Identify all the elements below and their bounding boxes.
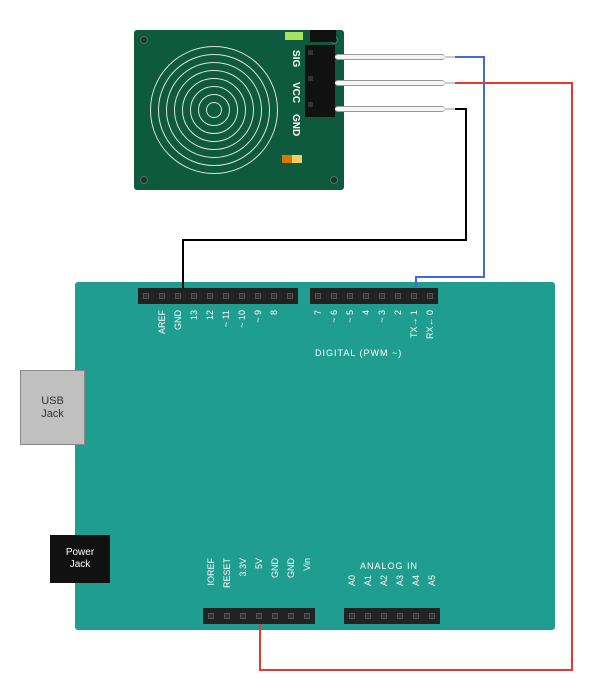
arduino-pin-label: GND — [173, 310, 183, 330]
arduino-pin-socket — [207, 293, 213, 299]
arduino-pin-socket — [427, 293, 433, 299]
arduino-pin-label: A3 — [395, 575, 405, 586]
arduino-pin-socket — [304, 613, 310, 619]
arduino-pin-socket — [175, 293, 181, 299]
arduino-pin-label: RESET — [222, 558, 232, 588]
arduino-pin-socket — [347, 293, 353, 299]
jumper-wire-connector — [335, 106, 445, 112]
arduino-pin-label: GND — [286, 558, 296, 578]
arduino-pin-label: TX→ 1 — [409, 310, 419, 338]
arduino-pin-socket — [395, 293, 401, 299]
arduino-pin-socket — [272, 613, 278, 619]
arduino-pin-socket — [365, 613, 371, 619]
arduino-pin-socket — [379, 293, 385, 299]
arduino-pin-label: 12 — [205, 310, 215, 320]
arduino-pin-socket — [288, 613, 294, 619]
arduino-pin-label: A2 — [379, 575, 389, 586]
jumper-wire-tip — [445, 82, 455, 84]
arduino-pin-socket — [256, 613, 262, 619]
arduino-pin-socket — [411, 293, 417, 299]
jumper-wire-tip — [445, 108, 455, 110]
arduino-pin-socket — [208, 613, 214, 619]
arduino-pin-label: AREF — [157, 310, 167, 334]
arduino-pin-socket — [381, 613, 387, 619]
wiring-diagram: SIGVCCGND USB Jack Power Jack DIGITAL (P… — [0, 0, 600, 696]
arduino-pin-socket — [397, 613, 403, 619]
arduino-pin-socket — [331, 293, 337, 299]
arduino-pin-socket — [349, 613, 355, 619]
arduino-pin-label: ~ 6 — [329, 310, 339, 323]
arduino-pin-label: RX← 0 — [425, 310, 435, 339]
arduino-pin-header — [310, 288, 438, 304]
arduino-pin-socket — [143, 293, 149, 299]
arduino-pin-header — [344, 608, 440, 624]
arduino-pin-socket — [224, 613, 230, 619]
arduino-pin-socket — [255, 293, 261, 299]
arduino-pin-label: 3.3V — [238, 558, 248, 577]
arduino-pin-socket — [191, 293, 197, 299]
jumper-wire-connector — [335, 54, 445, 60]
arduino-pin-socket — [240, 613, 246, 619]
arduino-pin-socket — [239, 293, 245, 299]
arduino-pin-label: Vin — [302, 558, 312, 571]
arduino-pin-label: 4 — [361, 310, 371, 315]
arduino-pin-socket — [223, 293, 229, 299]
analog-in-label: ANALOG IN — [360, 561, 418, 571]
arduino-pin-socket — [287, 293, 293, 299]
arduino-pin-label: GND — [270, 558, 280, 578]
arduino-pin-socket — [429, 613, 435, 619]
arduino-pin-label: ~ 10 — [237, 310, 247, 328]
arduino-pin-label: IOREF — [206, 558, 216, 586]
arduino-pin-label: A0 — [347, 575, 357, 586]
arduino-pin-socket — [413, 613, 419, 619]
arduino-pin-socket — [315, 293, 321, 299]
arduino-pin-label: 2 — [393, 310, 403, 315]
arduino-pin-label: 8 — [269, 310, 279, 315]
digital-pwm-label: DIGITAL (PWM ~) — [315, 348, 402, 358]
arduino-pin-socket — [271, 293, 277, 299]
arduino-pin-label: 13 — [189, 310, 199, 320]
arduino-pin-header — [203, 608, 315, 624]
arduino-pin-label: 7 — [313, 310, 323, 315]
arduino-pin-socket — [363, 293, 369, 299]
arduino-pin-label: 5V — [254, 558, 264, 569]
arduino-pin-label: ~ 3 — [377, 310, 387, 323]
arduino-pin-socket — [159, 293, 165, 299]
arduino-pin-label: ~ 11 — [221, 310, 231, 327]
jumper-wire-tip — [445, 56, 455, 58]
arduino-pin-label: A4 — [411, 575, 421, 586]
arduino-pin-label: ~ 9 — [253, 310, 263, 323]
arduino-pin-header — [138, 288, 298, 304]
arduino-pin-label: ~ 5 — [345, 310, 355, 323]
arduino-pin-label: A5 — [427, 575, 437, 586]
arduino-pin-label: A1 — [363, 575, 373, 586]
jumper-wire-connector — [335, 80, 445, 86]
